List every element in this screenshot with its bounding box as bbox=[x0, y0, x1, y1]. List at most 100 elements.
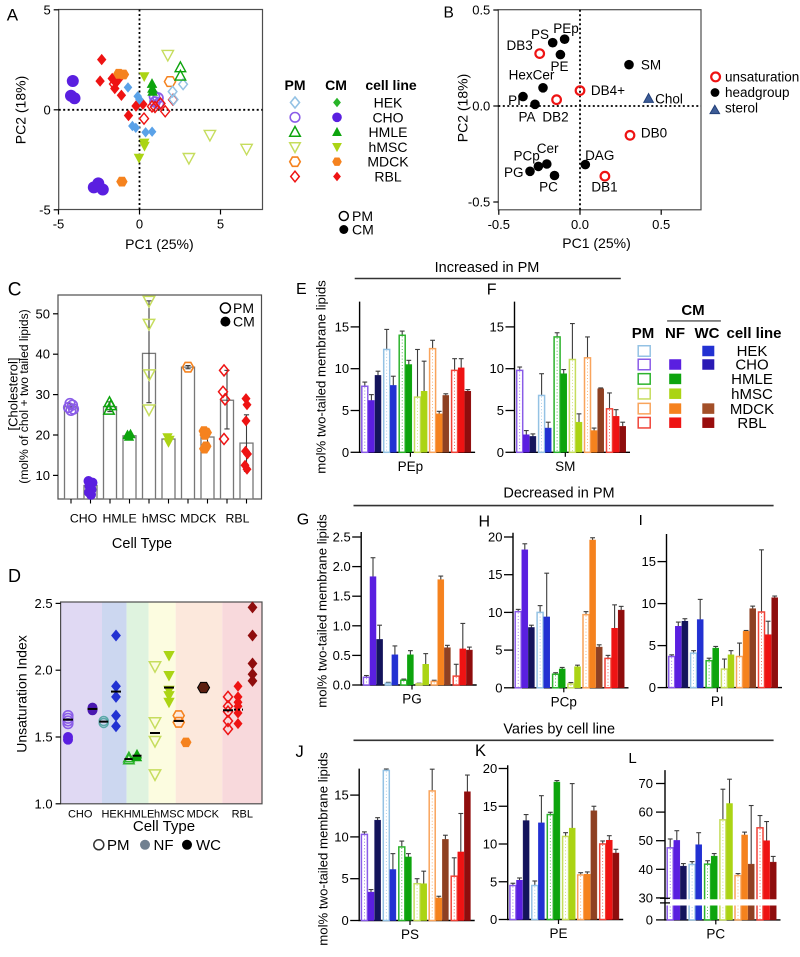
svg-text:mol% two-tailed membrane lipid: mol% two-tailed membrane lipids bbox=[315, 514, 330, 708]
svg-text:CM: CM bbox=[352, 222, 374, 238]
svg-text:RBL: RBL bbox=[737, 415, 766, 432]
svg-text:PS: PS bbox=[531, 27, 549, 42]
svg-text:DB2: DB2 bbox=[542, 110, 568, 125]
svg-text:K: K bbox=[475, 742, 486, 760]
svg-text:2.0: 2.0 bbox=[333, 559, 351, 574]
svg-text:HEK: HEK bbox=[737, 343, 768, 360]
svg-text:WC: WC bbox=[695, 325, 720, 342]
svg-text:PC2 (18%): PC2 (18%) bbox=[13, 76, 29, 144]
svg-text:C: C bbox=[8, 280, 22, 301]
svg-text:2.5: 2.5 bbox=[333, 530, 351, 545]
svg-text:G: G bbox=[297, 512, 309, 529]
svg-text:20: 20 bbox=[488, 530, 502, 545]
svg-text:PM: PM bbox=[107, 837, 130, 854]
svg-text:MDCK: MDCK bbox=[730, 401, 774, 418]
svg-text:70: 70 bbox=[639, 776, 653, 791]
svg-text:Increased in PM: Increased in PM bbox=[435, 260, 540, 276]
svg-text:15: 15 bbox=[488, 567, 502, 582]
svg-text:5: 5 bbox=[497, 403, 504, 418]
svg-text:40: 40 bbox=[36, 347, 50, 362]
svg-text:60: 60 bbox=[639, 805, 653, 820]
svg-text:2.5: 2.5 bbox=[35, 596, 53, 611]
svg-text:0: 0 bbox=[342, 445, 349, 460]
svg-text:0.0: 0.0 bbox=[571, 217, 589, 232]
svg-text:mol% two-tailed membrane lipid: mol% two-tailed membrane lipids bbox=[316, 752, 331, 946]
svg-text:PC1 (25%): PC1 (25%) bbox=[562, 235, 630, 251]
svg-text:NF: NF bbox=[665, 325, 685, 342]
svg-text:0.0: 0.0 bbox=[472, 99, 490, 114]
svg-text:HMLE: HMLE bbox=[103, 512, 137, 526]
svg-text:10: 10 bbox=[335, 361, 349, 376]
svg-text:10: 10 bbox=[488, 605, 502, 620]
svg-text:20: 20 bbox=[483, 761, 497, 776]
svg-text:PG: PG bbox=[504, 165, 524, 180]
svg-text:PM: PM bbox=[285, 77, 306, 93]
svg-text:PC1 (25%): PC1 (25%) bbox=[125, 236, 193, 252]
svg-text:PE: PE bbox=[550, 59, 568, 74]
svg-text:Varies by cell line: Varies by cell line bbox=[503, 722, 615, 738]
svg-text:0.5: 0.5 bbox=[652, 217, 670, 232]
svg-text:10: 10 bbox=[36, 468, 50, 483]
svg-text:0.5: 0.5 bbox=[333, 648, 351, 663]
svg-text:PS: PS bbox=[401, 927, 419, 942]
svg-text:15: 15 bbox=[335, 319, 349, 334]
svg-text:HEK: HEK bbox=[374, 95, 403, 111]
svg-text:mol% two-tailed membrane lipid: mol% two-tailed membrane lipids bbox=[314, 280, 329, 474]
svg-text:Cer: Cer bbox=[537, 141, 559, 156]
svg-text:-5: -5 bbox=[53, 217, 65, 232]
svg-text:hMSC: hMSC bbox=[154, 809, 185, 821]
svg-text:I: I bbox=[639, 512, 643, 529]
svg-text:0: 0 bbox=[497, 445, 504, 460]
svg-text:50: 50 bbox=[639, 833, 653, 848]
svg-text:DB0: DB0 bbox=[641, 126, 667, 141]
svg-text:-0.5: -0.5 bbox=[488, 217, 510, 232]
svg-text:PE: PE bbox=[549, 926, 567, 941]
svg-text:PG: PG bbox=[402, 692, 422, 707]
svg-text:hMSC: hMSC bbox=[731, 386, 773, 403]
svg-text:5: 5 bbox=[649, 638, 656, 653]
svg-text:MDCK: MDCK bbox=[187, 809, 220, 821]
svg-text:CHO: CHO bbox=[68, 809, 93, 821]
svg-text:0: 0 bbox=[649, 680, 656, 695]
svg-text:0: 0 bbox=[43, 102, 50, 117]
svg-text:A: A bbox=[7, 6, 19, 25]
svg-text:-5: -5 bbox=[39, 202, 51, 217]
svg-text:30: 30 bbox=[36, 387, 50, 402]
svg-text:1.0: 1.0 bbox=[333, 618, 351, 633]
svg-text:0: 0 bbox=[646, 912, 653, 927]
svg-text:15: 15 bbox=[334, 788, 348, 803]
svg-text:0: 0 bbox=[495, 680, 502, 695]
svg-text:headgroup: headgroup bbox=[725, 85, 790, 100]
svg-text:PCp: PCp bbox=[513, 149, 539, 164]
svg-text:L: L bbox=[628, 750, 636, 767]
svg-text:2.0: 2.0 bbox=[35, 663, 53, 678]
svg-text:5: 5 bbox=[217, 217, 224, 232]
svg-text:10: 10 bbox=[483, 837, 497, 852]
svg-text:5: 5 bbox=[341, 871, 348, 886]
svg-text:1.0: 1.0 bbox=[35, 796, 53, 811]
svg-text:10: 10 bbox=[490, 361, 504, 376]
svg-text:SM: SM bbox=[555, 459, 575, 474]
svg-text:15: 15 bbox=[642, 554, 656, 569]
svg-text:0: 0 bbox=[341, 913, 348, 928]
svg-text:DB1: DB1 bbox=[591, 180, 617, 195]
svg-text:5: 5 bbox=[342, 403, 349, 418]
svg-text:Unsaturation Index: Unsaturation Index bbox=[14, 635, 30, 753]
svg-text:HMLE: HMLE bbox=[731, 371, 773, 388]
svg-text:1.5: 1.5 bbox=[333, 589, 351, 604]
svg-text:10: 10 bbox=[334, 829, 348, 844]
svg-text:WC: WC bbox=[196, 837, 221, 854]
svg-text:H: H bbox=[479, 514, 491, 531]
svg-text:F: F bbox=[487, 282, 497, 299]
svg-text:MDCK: MDCK bbox=[180, 512, 217, 526]
svg-text:CHO: CHO bbox=[372, 109, 403, 125]
svg-text:E: E bbox=[296, 281, 307, 298]
svg-text:unsaturation: unsaturation bbox=[725, 70, 799, 85]
svg-text:RBL: RBL bbox=[232, 809, 253, 821]
svg-text:15: 15 bbox=[483, 799, 497, 814]
svg-text:HEK: HEK bbox=[101, 809, 124, 821]
svg-text:sterol: sterol bbox=[725, 101, 758, 116]
svg-text:PC: PC bbox=[706, 926, 725, 941]
svg-text:cell line: cell line bbox=[365, 77, 417, 93]
svg-text:B: B bbox=[444, 5, 454, 22]
